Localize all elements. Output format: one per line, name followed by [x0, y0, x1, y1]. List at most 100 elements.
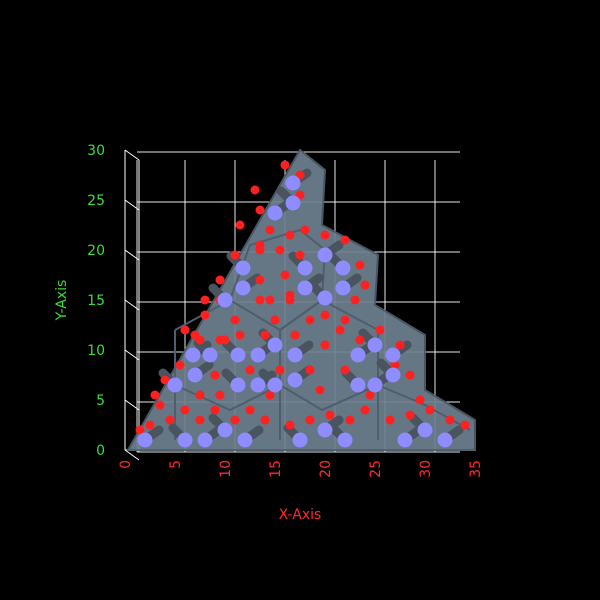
- atom-metal: [335, 260, 351, 276]
- atom-oxygen: [460, 420, 470, 430]
- atom-oxygen: [445, 415, 455, 425]
- y-tick-label: 0: [96, 443, 105, 459]
- atom-oxygen: [260, 330, 270, 340]
- atom-oxygen: [245, 405, 255, 415]
- atom-oxygen: [180, 325, 190, 335]
- atom-metal: [287, 372, 303, 388]
- atom-metal: [350, 347, 366, 363]
- atom-oxygen: [340, 365, 350, 375]
- atom-metal: [202, 347, 218, 363]
- atoms: [135, 160, 470, 448]
- atom-oxygen: [320, 230, 330, 240]
- atom-metal: [230, 347, 246, 363]
- atom-oxygen: [235, 220, 245, 230]
- atom-metal: [235, 280, 251, 296]
- x-tick-label: 35: [468, 460, 484, 478]
- atom-oxygen: [305, 365, 315, 375]
- y-tick-label: 25: [87, 193, 105, 209]
- atom-oxygen: [285, 290, 295, 300]
- atom-oxygen: [275, 365, 285, 375]
- atom-oxygen: [315, 385, 325, 395]
- x-tick-label: 15: [268, 460, 284, 478]
- atom-oxygen: [270, 315, 280, 325]
- atom-oxygen: [425, 405, 435, 415]
- atom-oxygen: [210, 370, 220, 380]
- atom-oxygen: [395, 340, 405, 350]
- x-tick-label: 20: [318, 460, 334, 478]
- atom-oxygen: [265, 295, 275, 305]
- atom-metal: [287, 347, 303, 363]
- atom-oxygen: [375, 325, 385, 335]
- atom-metal: [185, 347, 201, 363]
- x-tick-label: 5: [168, 460, 184, 469]
- atom-metal: [217, 292, 233, 308]
- grid-depth-line: [124, 299, 140, 311]
- y-axis-label: Y-Axis: [54, 280, 70, 322]
- atom-oxygen: [340, 235, 350, 245]
- atom-metal: [317, 247, 333, 263]
- atom-oxygen: [280, 270, 290, 280]
- atom-oxygen: [250, 185, 260, 195]
- x-axis-label: X-Axis: [279, 507, 322, 523]
- atom-oxygen: [340, 315, 350, 325]
- atom-oxygen: [355, 335, 365, 345]
- x-tick-label: 25: [368, 460, 384, 478]
- atom-oxygen: [385, 415, 395, 425]
- atom-oxygen: [275, 245, 285, 255]
- atom-oxygen: [285, 230, 295, 240]
- atom-oxygen: [320, 310, 330, 320]
- atom-metal: [230, 377, 246, 393]
- x-axis-ticks: 0 5 10 15 20 25 30 35: [118, 460, 484, 478]
- atom-metal: [297, 260, 313, 276]
- atom-metal: [267, 205, 283, 221]
- atom-oxygen: [300, 225, 310, 235]
- grid-depth-line: [124, 199, 140, 211]
- grid-depth-line: [124, 399, 140, 411]
- atom-metal: [250, 377, 266, 393]
- atom-oxygen: [295, 250, 305, 260]
- atom-oxygen: [360, 280, 370, 290]
- y-tick-label: 30: [87, 143, 105, 159]
- atom-oxygen: [280, 160, 290, 170]
- atom-metal: [217, 422, 233, 438]
- atom-oxygen: [215, 390, 225, 400]
- y-axis-ticks: 0 5 10 15 20 25 30: [87, 143, 105, 459]
- atom-oxygen: [350, 295, 360, 305]
- atom-metal: [367, 337, 383, 353]
- atom-oxygen: [230, 415, 240, 425]
- x-tick-label: 0: [118, 460, 134, 469]
- atom-metal: [385, 347, 401, 363]
- atom-oxygen: [305, 315, 315, 325]
- atom-oxygen: [265, 225, 275, 235]
- y-tick-label: 10: [87, 343, 105, 359]
- atom-metal: [417, 422, 433, 438]
- y-tick-label: 20: [87, 243, 105, 259]
- atom-metal: [197, 432, 213, 448]
- grid-depth-line: [124, 249, 140, 261]
- atom-oxygen: [230, 250, 240, 260]
- atom-oxygen: [355, 260, 365, 270]
- atom-oxygen: [265, 390, 275, 400]
- atom-oxygen: [260, 415, 270, 425]
- grid-depth-line: [124, 449, 140, 461]
- atom-metal: [237, 432, 253, 448]
- atom-oxygen: [290, 330, 300, 340]
- atom-oxygen: [165, 415, 175, 425]
- atom-metal: [297, 280, 313, 296]
- atom-oxygen: [215, 275, 225, 285]
- atom-oxygen: [285, 420, 295, 430]
- atom-oxygen: [135, 425, 145, 435]
- grid-depth-line: [124, 149, 140, 161]
- atom-metal: [350, 377, 366, 393]
- x-tick-label: 30: [418, 460, 434, 478]
- atom-oxygen: [190, 330, 200, 340]
- atom-metal: [285, 175, 301, 191]
- atom-oxygen: [335, 325, 345, 335]
- atom-oxygen: [415, 395, 425, 405]
- atom-oxygen: [245, 365, 255, 375]
- atom-oxygen: [145, 420, 155, 430]
- atom-metal: [235, 260, 251, 276]
- atom-oxygen: [180, 405, 190, 415]
- atom-metal: [285, 195, 301, 211]
